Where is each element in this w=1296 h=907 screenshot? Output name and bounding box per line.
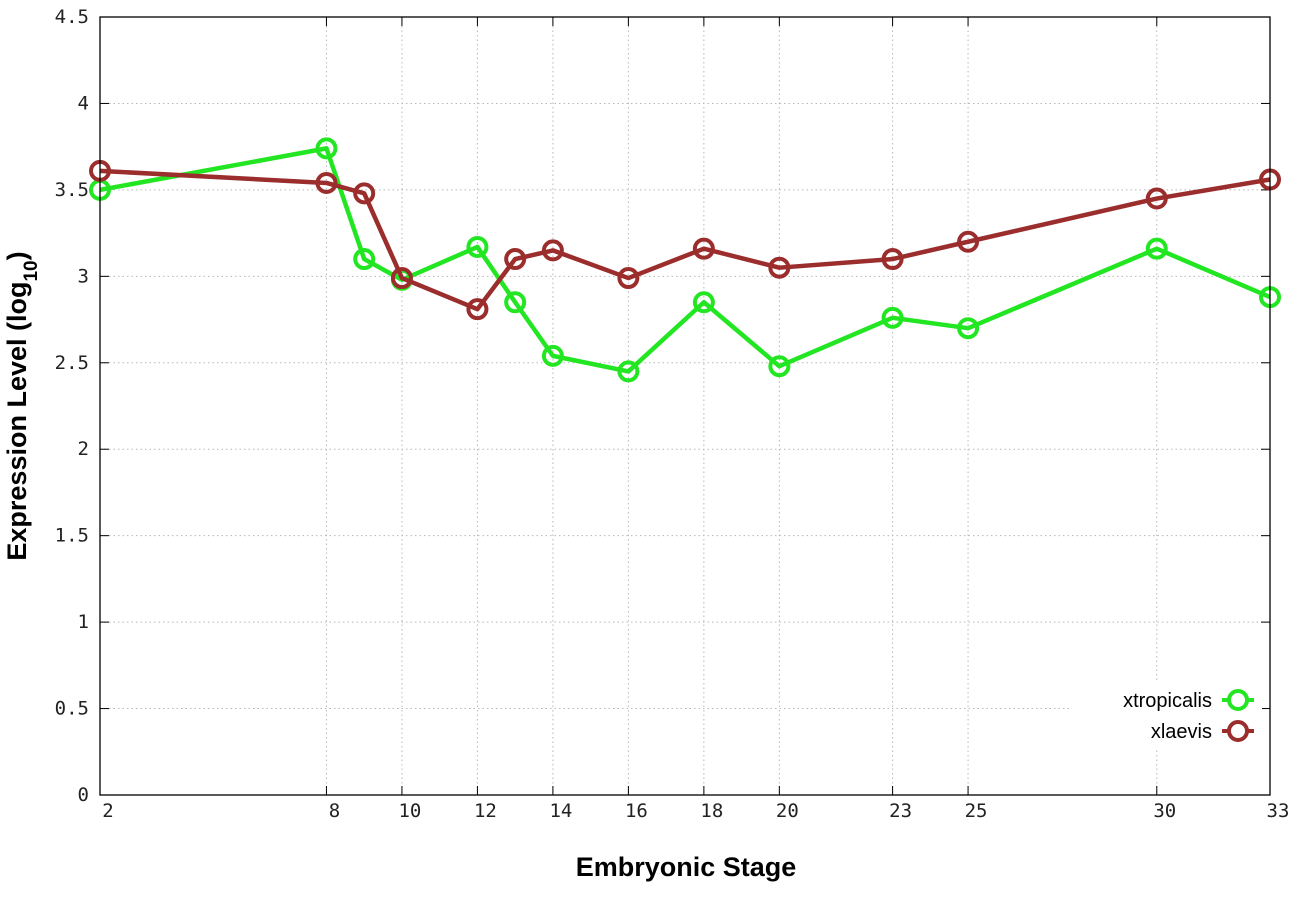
series-xlaevis — [89, 159, 1281, 321]
y-tick-label-3: 3 — [78, 265, 89, 287]
data-point-xlaevis-16 — [617, 267, 640, 290]
y-tick-label-4: 4 — [78, 92, 89, 114]
grid-lines — [100, 17, 1270, 795]
x-tick-label-2: 2 — [102, 800, 113, 822]
legend-marker-xtropicalis — [1227, 689, 1249, 711]
data-point-xlaevis-25 — [957, 230, 980, 253]
y-tick-label-0: 0 — [78, 784, 89, 806]
data-point-xlaevis-20 — [768, 256, 791, 279]
x-tick-label-14: 14 — [549, 800, 572, 822]
x-tick-label-18: 18 — [700, 800, 723, 822]
data-point-xtropicalis-23 — [881, 306, 904, 329]
tick-labels: 2 8 10 12 14 16 18 20 23 25 30 33 0 0.5 1 1.5 2 2.5 3 3.5 4 4… — [55, 6, 1290, 822]
y-tick-label-1.5: 1.5 — [55, 525, 89, 547]
series-line-xlaevis — [99, 168, 1271, 312]
x-tick-label-33: 33 — [1267, 800, 1290, 822]
data-point-xtropicalis-12 — [466, 235, 489, 258]
data-point-xlaevis-18 — [692, 237, 715, 260]
legend: xtropicalis xlaevis — [1070, 680, 1262, 748]
legend-label-xlaevis: xlaevis — [1151, 721, 1212, 743]
data-series — [89, 137, 1281, 383]
y-axis-title-close: ) — [2, 251, 32, 260]
x-tick-label-10: 10 — [398, 800, 421, 822]
axis-ticks — [99, 16, 1271, 796]
data-point-xlaevis-30 — [1145, 187, 1168, 210]
y-tick-label-2.5: 2.5 — [55, 352, 89, 374]
data-point-xtropicalis-30 — [1145, 237, 1168, 260]
x-axis-title: Embryonic Stage — [576, 852, 797, 882]
x-tick-label-30: 30 — [1153, 800, 1176, 822]
data-point-xtropicalis-18 — [692, 291, 715, 314]
data-point-xtropicalis-14 — [541, 344, 564, 367]
data-point-xlaevis-12 — [466, 298, 489, 321]
y-axis-title: Expression Level (log10) — [2, 251, 42, 560]
y-tick-label-0.5: 0.5 — [55, 698, 89, 720]
data-point-xtropicalis-25 — [957, 317, 980, 340]
data-point-xlaevis-14 — [541, 239, 564, 262]
data-point-xlaevis-13 — [504, 248, 527, 271]
y-tick-label-3.5: 3.5 — [55, 179, 89, 201]
x-tick-label-23: 23 — [889, 800, 912, 822]
y-tick-label-2: 2 — [78, 438, 89, 460]
y-tick-label-1: 1 — [78, 611, 89, 633]
x-tick-label-8: 8 — [329, 800, 340, 822]
data-point-xtropicalis-20 — [768, 355, 791, 378]
x-tick-label-12: 12 — [474, 800, 497, 822]
data-point-xtropicalis-8 — [315, 137, 338, 160]
data-point-xlaevis-10 — [390, 267, 413, 290]
x-tick-label-20: 20 — [776, 800, 799, 822]
y-axis-title-main: Expression Level (log — [2, 282, 32, 561]
data-point-xlaevis-9 — [353, 182, 376, 205]
data-point-xtropicalis-16 — [617, 360, 640, 383]
data-point-xlaevis-23 — [881, 248, 904, 271]
y-tick-label-4.5: 4.5 — [55, 6, 89, 28]
x-tick-label-16: 16 — [625, 800, 648, 822]
data-point-xtropicalis-9 — [353, 248, 376, 271]
data-point-xtropicalis-13 — [504, 291, 527, 314]
plot-frame — [99, 16, 1271, 796]
data-point-xlaevis-8 — [315, 171, 338, 194]
series-xtropicalis — [89, 137, 1281, 383]
legend-marker-xlaevis — [1227, 720, 1249, 742]
y-axis-title-subscript: 10 — [21, 260, 42, 281]
legend-label-xtropicalis: xtropicalis — [1123, 690, 1212, 712]
x-tick-label-25: 25 — [965, 800, 988, 822]
